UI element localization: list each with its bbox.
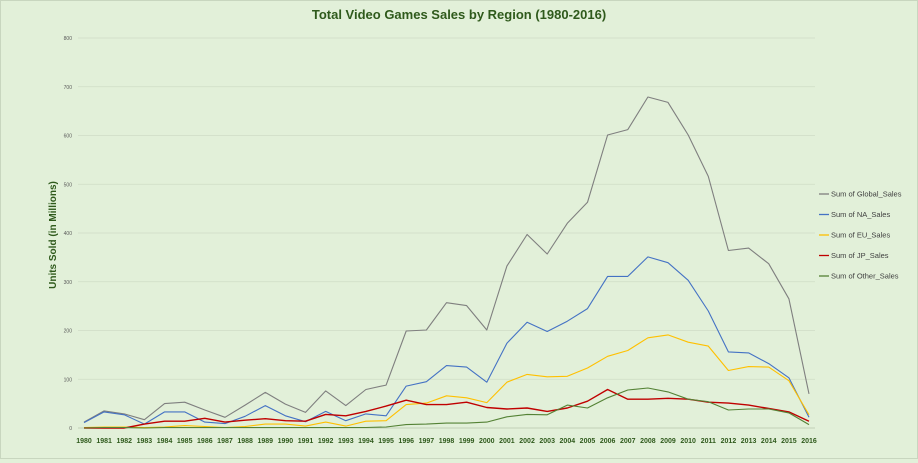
gridlines [78,37,815,429]
x-tick-label: 2001 [499,438,515,445]
x-tick-label: 1983 [137,438,153,445]
x-tick-label: 2004 [560,438,576,445]
legend: Sum of Global_Sales Sum of NA_Sales Sum of… [819,190,902,281]
x-tick-label: 1988 [237,438,253,445]
x-tick-label: 1991 [298,438,314,445]
x-tick-label: 1999 [459,438,475,445]
series-lines [83,96,810,429]
x-tick-label: 2009 [660,438,676,445]
x-tick-label: 1990 [278,438,294,445]
series-line [83,256,810,425]
x-tick-label: 1982 [116,438,132,445]
y-tick-label: 100 [64,377,73,383]
x-tick-label: 1989 [257,438,273,445]
x-tick-label: 1987 [217,438,233,445]
x-tick-label: 1998 [439,438,455,445]
x-tick-labels: 1980 1981 1982 1983 1984 1985 1986 1987 1988 1989… [76,438,817,445]
legend-label: Sum of JP_Sales [831,251,889,260]
x-tick-label: 2011 [701,438,716,445]
x-tick-label: 1994 [358,438,374,445]
y-tick-label: 0 [69,426,72,432]
series-line [83,387,810,429]
x-tick-label: 1984 [157,438,173,445]
x-tick-label: 2006 [600,438,616,445]
y-tick-label: 200 [64,329,73,335]
legend-label: Sum of EU_Sales [831,231,890,240]
x-tick-label: 2010 [680,438,696,445]
x-tick-label: 1996 [398,438,414,445]
y-axis-label: Units Sold (in Millions) [48,181,59,289]
y-tick-label: 300 [64,280,73,286]
x-tick-label: 2003 [539,438,555,445]
x-tick-label: 2016 [801,438,817,445]
x-tick-label: 2007 [620,438,636,445]
x-tick-label: 1981 [96,438,112,445]
x-tick-label: 1980 [76,438,92,445]
y-tick-label: 500 [64,182,73,188]
y-tick-label: 600 [64,134,73,140]
legend-label: Sum of Global_Sales [831,190,902,199]
series-line [83,96,810,423]
y-tick-labels: 0 100 200 300 400 500 600 700 800 [64,36,73,432]
x-tick-label: 2014 [761,438,777,445]
x-tick-label: 1986 [197,438,213,445]
series-line [83,334,810,429]
x-tick-label: 2012 [721,438,737,445]
x-tick-label: 2002 [519,438,535,445]
x-tick-label: 1985 [177,438,193,445]
x-tick-label: 1995 [378,438,394,445]
chart-title: Total Video Games Sales by Region (1980-… [312,7,606,22]
x-tick-label: 1992 [318,438,334,445]
legend-label: Sum of NA_Sales [831,210,890,219]
x-tick-label: 2008 [640,438,656,445]
x-tick-label: 2015 [781,438,797,445]
y-tick-label: 800 [64,36,73,42]
y-tick-label: 400 [64,231,73,237]
y-tick-label: 700 [64,85,73,91]
x-tick-label: 1997 [419,438,435,445]
legend-label: Sum of Other_Sales [831,272,899,281]
x-tick-label: 2005 [580,438,596,445]
x-tick-label: 2000 [479,438,495,445]
x-tick-label: 2013 [741,438,757,445]
x-tick-label: 1993 [338,438,354,445]
